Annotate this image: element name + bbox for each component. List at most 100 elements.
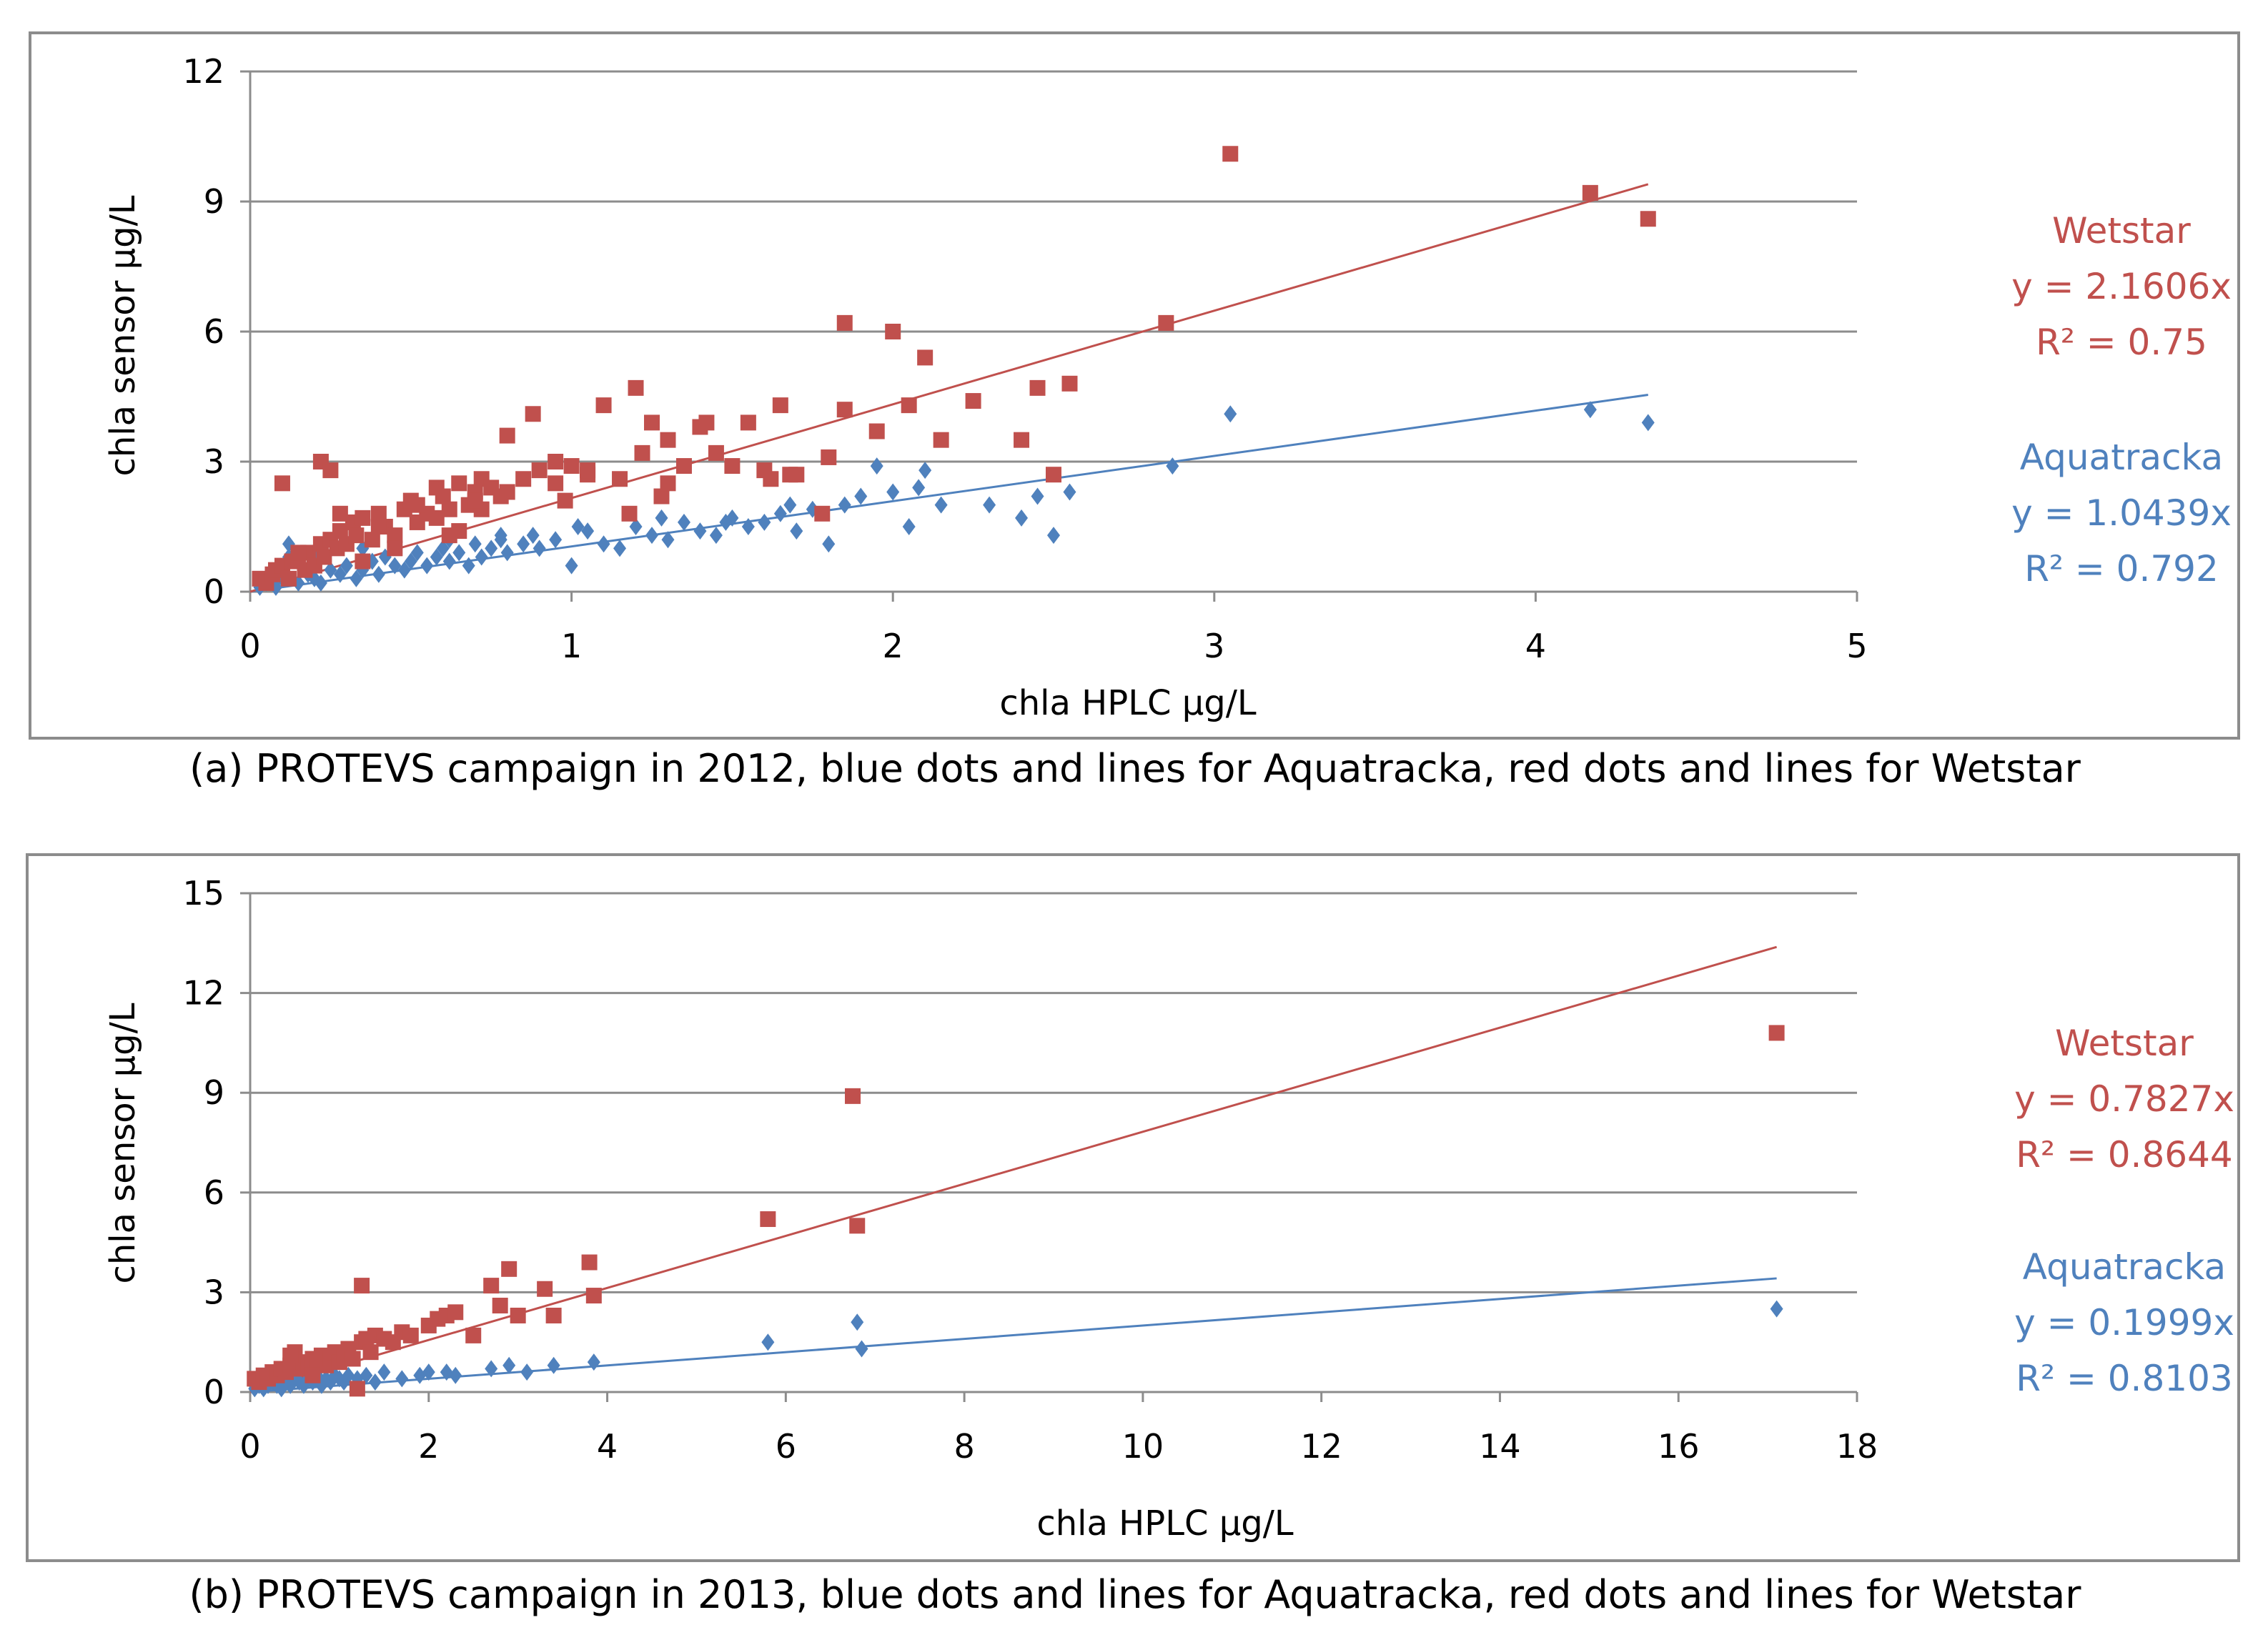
point-wetstar [515, 471, 532, 487]
x-tick-label: 8 [954, 1427, 974, 1466]
point-aquatracka [587, 1353, 600, 1371]
point-wetstar [332, 523, 348, 540]
point-aquatracka [549, 531, 563, 549]
point-wetstar [1222, 146, 1239, 162]
point-aquatracka [430, 548, 443, 566]
y-axis-title: chla sensor µg/L [103, 195, 143, 476]
point-wetstar [525, 406, 541, 422]
x-tick-label: 4 [1525, 627, 1546, 665]
point-wetstar [548, 454, 564, 469]
point-aquatracka [1063, 483, 1076, 501]
point-aquatracka [485, 1360, 498, 1378]
point-aquatracka [661, 531, 675, 549]
point-wetstar [644, 414, 660, 431]
point-wetstar [409, 497, 425, 513]
trendline-aquatracka [249, 1277, 1777, 1393]
point-aquatracka [340, 557, 353, 575]
point-wetstar [483, 1278, 500, 1294]
point-wetstar [1640, 211, 1656, 227]
point-aquatracka [783, 496, 797, 514]
point-wetstar [304, 1367, 321, 1383]
point-wetstar [836, 314, 853, 331]
point-aquatracka [517, 535, 530, 553]
legend-aquatracka-name: Aquatracka [2023, 1246, 2226, 1288]
point-aquatracka [420, 557, 434, 575]
y-tick-label: 6 [204, 1173, 224, 1212]
x-tick-label: 6 [776, 1427, 796, 1466]
point-aquatracka [468, 535, 482, 553]
point-wetstar [580, 462, 596, 479]
point-wetstar [316, 549, 332, 565]
point-aquatracka [1031, 487, 1044, 505]
axes [240, 892, 1858, 1402]
point-wetstar [675, 458, 692, 474]
point-wetstar [868, 423, 885, 439]
point-wetstar [772, 397, 788, 414]
legend-wetstar-name: Wetstar [2052, 210, 2191, 252]
point-aquatracka [677, 513, 690, 531]
point-aquatracka [397, 561, 411, 579]
legend-wetstar-equation: y = 0.7827x [2014, 1078, 2234, 1120]
point-wetstar [845, 1088, 861, 1104]
gridlines [250, 70, 1857, 463]
point-aquatracka [314, 574, 327, 592]
point-wetstar [653, 488, 670, 505]
point-wetstar [1014, 432, 1030, 448]
point-wetstar [585, 1288, 602, 1304]
x-tick-label: 10 [1122, 1427, 1164, 1466]
point-wetstar [362, 1344, 379, 1361]
point-wetstar [355, 553, 371, 570]
point-wetstar [387, 540, 403, 557]
point-aquatracka [452, 544, 466, 562]
point-aquatracka [500, 544, 514, 562]
point-aquatracka [395, 1370, 409, 1388]
point-aquatracka [324, 561, 337, 579]
legend-aquatracka-r2: R² = 0.792 [2024, 548, 2219, 590]
x-tick-label: 12 [1300, 1427, 1342, 1466]
point-wetstar [965, 393, 981, 409]
point-wetstar [917, 349, 934, 366]
panel-b: 0 3 6 9 12 15 0 2 4 6 8 10 12 14 16 18 chla HPLC µg/L c… [26, 853, 2240, 1617]
point-aquatracka [372, 565, 385, 583]
point-aquatracka [886, 483, 900, 501]
point-wetstar [933, 432, 949, 448]
point-wetstar [510, 1307, 526, 1323]
point-aquatracka [822, 535, 836, 553]
x-tick-label: 1 [561, 627, 582, 665]
caption-a: (a) PROTEVS campaign in 2012, blue dots … [189, 746, 2081, 791]
legend-equations: Wetstar y = 0.7827x R² = 0.8644 Aquatrac… [2014, 1023, 2234, 1399]
point-wetstar [348, 527, 365, 544]
legend-wetstar-equation: y = 2.1606x [2011, 266, 2232, 307]
y-tick-label: 6 [204, 312, 224, 351]
point-wetstar [441, 527, 457, 544]
point-aquatracka [1770, 1300, 1783, 1318]
point-wetstar [492, 1298, 508, 1314]
point-wetstar [332, 505, 348, 522]
point-wetstar [322, 462, 339, 479]
point-wetstar [451, 475, 467, 492]
point-aquatracka [655, 509, 668, 527]
point-aquatracka [597, 535, 610, 553]
point-aquatracka [1166, 457, 1179, 475]
x-tick-label: 4 [597, 1427, 618, 1466]
y-tick-label: 12 [182, 974, 224, 1013]
point-aquatracka [360, 1366, 373, 1384]
x-tick-label: 2 [883, 627, 903, 665]
legend-wetstar-name: Wetstar [2055, 1023, 2194, 1064]
point-wetstar [782, 467, 798, 483]
point-wetstar [1061, 375, 1078, 392]
point-wetstar [428, 510, 445, 526]
point-wetstar [531, 462, 548, 479]
point-wetstar [698, 414, 715, 431]
point-aquatracka [449, 1366, 462, 1384]
point-wetstar [581, 1254, 598, 1271]
point-wetstar [501, 1261, 518, 1277]
point-wetstar [1768, 1025, 1785, 1041]
point-wetstar [467, 492, 483, 509]
point-aquatracka [442, 552, 456, 570]
y-tick-label: 0 [204, 572, 224, 611]
y-tick-label: 3 [204, 1273, 224, 1311]
point-wetstar [537, 1281, 553, 1297]
legend-equations: Wetstar y = 2.1606x R² = 0.75 Aquatracka… [2011, 210, 2232, 590]
